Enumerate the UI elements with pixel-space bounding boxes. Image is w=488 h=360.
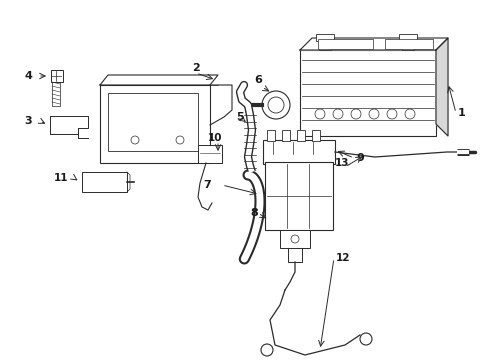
Bar — [263, 140, 334, 164]
Bar — [280, 230, 309, 248]
Bar — [384, 39, 432, 49]
Bar — [317, 39, 372, 49]
Circle shape — [176, 136, 183, 144]
Bar — [82, 172, 127, 192]
Text: 10: 10 — [207, 133, 222, 143]
Text: 3: 3 — [24, 116, 32, 126]
Bar — [299, 50, 435, 136]
Text: 1: 1 — [457, 108, 465, 118]
Bar — [315, 34, 333, 41]
Circle shape — [332, 109, 342, 119]
Text: 4: 4 — [24, 71, 32, 81]
Circle shape — [368, 109, 378, 119]
Bar — [266, 130, 274, 141]
Circle shape — [267, 97, 284, 113]
Bar — [318, 40, 330, 50]
Bar — [198, 145, 222, 163]
Bar — [311, 130, 319, 141]
Bar — [398, 34, 416, 41]
Circle shape — [350, 109, 360, 119]
Text: 5: 5 — [236, 112, 244, 122]
Circle shape — [131, 136, 139, 144]
Circle shape — [359, 333, 371, 345]
Circle shape — [386, 109, 396, 119]
Text: 12: 12 — [335, 253, 350, 263]
Bar — [282, 130, 289, 141]
Bar — [100, 85, 209, 163]
Bar — [264, 162, 332, 230]
Text: 8: 8 — [250, 208, 258, 218]
Circle shape — [261, 344, 272, 356]
Circle shape — [290, 235, 298, 243]
Polygon shape — [435, 38, 447, 136]
Polygon shape — [100, 75, 218, 85]
Bar — [296, 130, 305, 141]
Circle shape — [314, 109, 325, 119]
Polygon shape — [50, 116, 88, 134]
Text: 9: 9 — [355, 153, 363, 163]
Circle shape — [262, 91, 289, 119]
Polygon shape — [299, 38, 447, 50]
Bar — [108, 93, 198, 151]
Bar — [401, 40, 413, 50]
Circle shape — [404, 109, 414, 119]
Text: 6: 6 — [254, 75, 262, 85]
Bar — [287, 248, 302, 262]
Text: 11: 11 — [53, 173, 68, 183]
Text: 13: 13 — [334, 158, 348, 168]
Text: 2: 2 — [192, 63, 200, 73]
Text: 7: 7 — [203, 180, 210, 190]
Bar — [51, 70, 63, 82]
